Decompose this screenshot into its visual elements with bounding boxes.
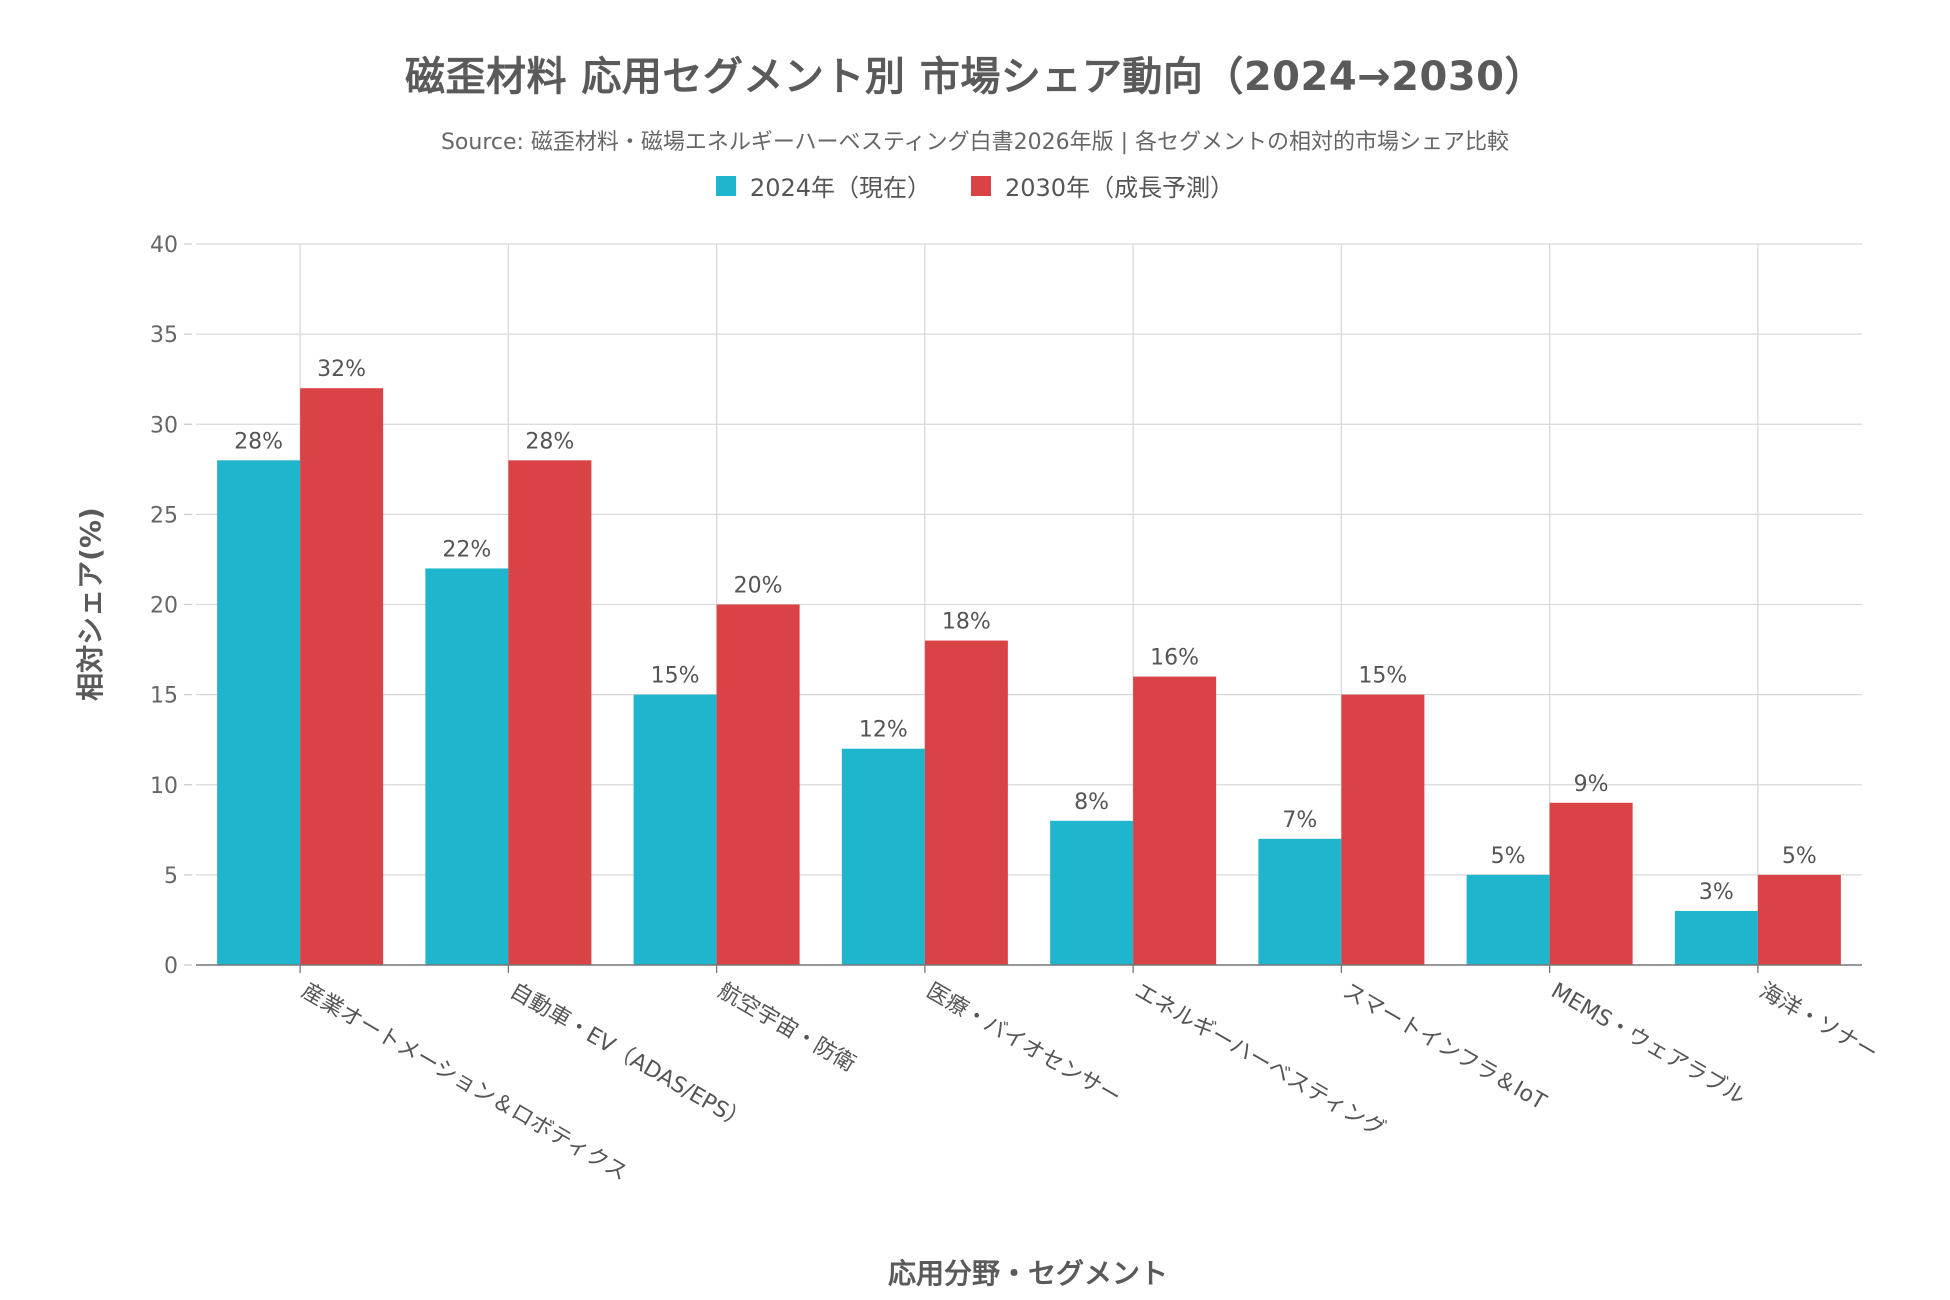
y-tick-label: 40 [150,233,178,258]
bar-2024 [217,460,301,965]
bar-2030 [1757,874,1841,965]
legend-label-2030: 2030年（成長予測） [1005,174,1235,202]
data-label: 22% [442,537,491,562]
bar-2024 [1050,820,1134,965]
y-tick-label: 35 [150,323,178,348]
bar-2030 [1341,694,1425,965]
x-tick-label: MEMS・ウェアラブル [1547,979,1750,1111]
data-label: 9% [1574,772,1609,797]
x-tick-label: 産業オートメーション＆ロボティクス [297,979,631,1186]
data-label: 3% [1699,880,1734,905]
bar-2024 [841,748,925,965]
y-tick-label: 10 [150,774,178,799]
y-tick-label: 5 [164,864,178,889]
data-label: 28% [525,429,574,454]
data-label: 8% [1074,790,1109,815]
legend-item-2024[interactable]: 2024年（現在） [715,168,931,203]
bar-2024 [633,694,717,965]
x-tick-label: 自動車・EV（ADAS/EPS） [505,979,751,1136]
data-label: 32% [317,357,366,382]
y-tick-label: 15 [150,684,178,709]
data-label: 5% [1491,844,1526,869]
x-tick-label: 医療・バイオセンサー [922,979,1125,1111]
y-tick-label: 20 [150,594,178,619]
bar-2030 [924,640,1008,965]
bar-2024 [1674,910,1758,965]
data-label: 15% [651,664,700,689]
bar-2030 [1549,802,1633,965]
bar-2030 [716,604,800,965]
bar-2030 [300,388,384,965]
bar-2024 [1466,874,1550,965]
x-tick-label: スマートインフラ＆IoT [1338,979,1550,1116]
chart-title: 磁歪材料 応用セグメント別 市場シェア動向（2024→2030） [404,54,1546,100]
data-label: 5% [1782,844,1817,869]
data-label: 12% [859,718,908,743]
y-tick-label: 25 [150,503,178,528]
y-tick-label: 0 [164,954,178,979]
legend-item-2030[interactable]: 2030年（成長予測） [971,168,1234,203]
legend-swatch-2024 [715,175,736,196]
data-label: 7% [1282,808,1317,833]
x-tick-label: 航空宇宙・防衛 [714,979,860,1078]
bar-2024 [425,568,509,965]
legend: 2024年（現在） 2030年（成長予測） [0,168,1950,203]
legend-swatch-2030 [971,175,991,196]
data-label: 16% [1150,646,1199,671]
data-label: 20% [734,574,783,599]
data-label: 28% [234,429,283,454]
y-tick-label: 30 [150,413,178,438]
x-axis-title: 応用分野・セグメント [888,1257,1168,1290]
data-label: 18% [942,610,991,635]
bar-2024 [1258,838,1342,965]
bar-2030 [508,460,592,965]
data-label: 15% [1358,664,1407,689]
bar-2030 [1133,676,1217,965]
chart-subtitle: Source: 磁歪材料・磁場エネルギーハーベスティング白書2026年版 | 各… [440,130,1510,155]
y-axis-title: 相対シェア(%) [74,507,107,701]
x-tick-label: 海洋・ソナー [1755,979,1882,1067]
legend-label-2024: 2024年（現在） [749,174,931,202]
